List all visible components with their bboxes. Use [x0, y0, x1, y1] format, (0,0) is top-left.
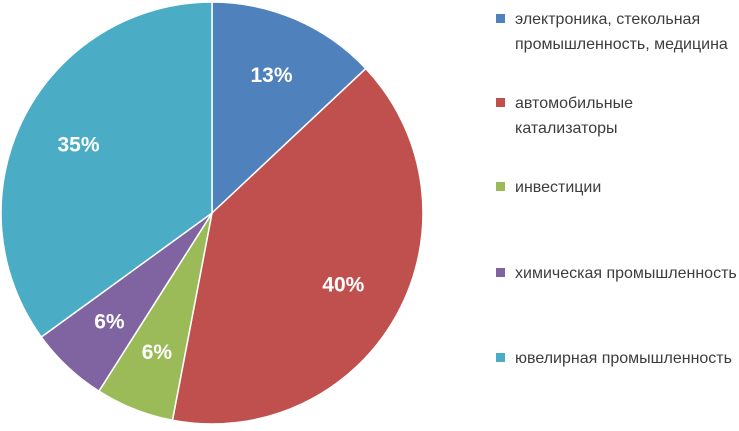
slice-data-label: 6% — [142, 341, 173, 364]
slice-data-label: 40% — [322, 274, 364, 297]
pie-slice — [171, 67, 424, 425]
legend-swatch — [496, 98, 505, 107]
legend-swatch — [496, 268, 505, 277]
pie-slice — [0, 1, 213, 338]
slice-data-label: 35% — [57, 134, 99, 157]
legend-label: инвестиции — [515, 179, 602, 196]
legend-label: химическая промышленность — [515, 265, 737, 282]
legend-label: ювелирная промышленность — [515, 350, 732, 367]
pie-slice — [211, 1, 367, 214]
legend-swatch — [496, 14, 505, 23]
legend-swatch — [496, 353, 505, 362]
legend-swatch — [496, 182, 505, 191]
slice-data-label: 6% — [94, 311, 125, 334]
pie-slices — [0, 1, 424, 425]
legend-label: электроника, стекольная промышленность, … — [515, 11, 728, 53]
legend-label: автомобильные катализаторы — [515, 95, 633, 137]
slice-data-label: 13% — [250, 64, 292, 87]
pie-data-labels: 13% 40% 6% 6% 35% — [57, 64, 364, 364]
